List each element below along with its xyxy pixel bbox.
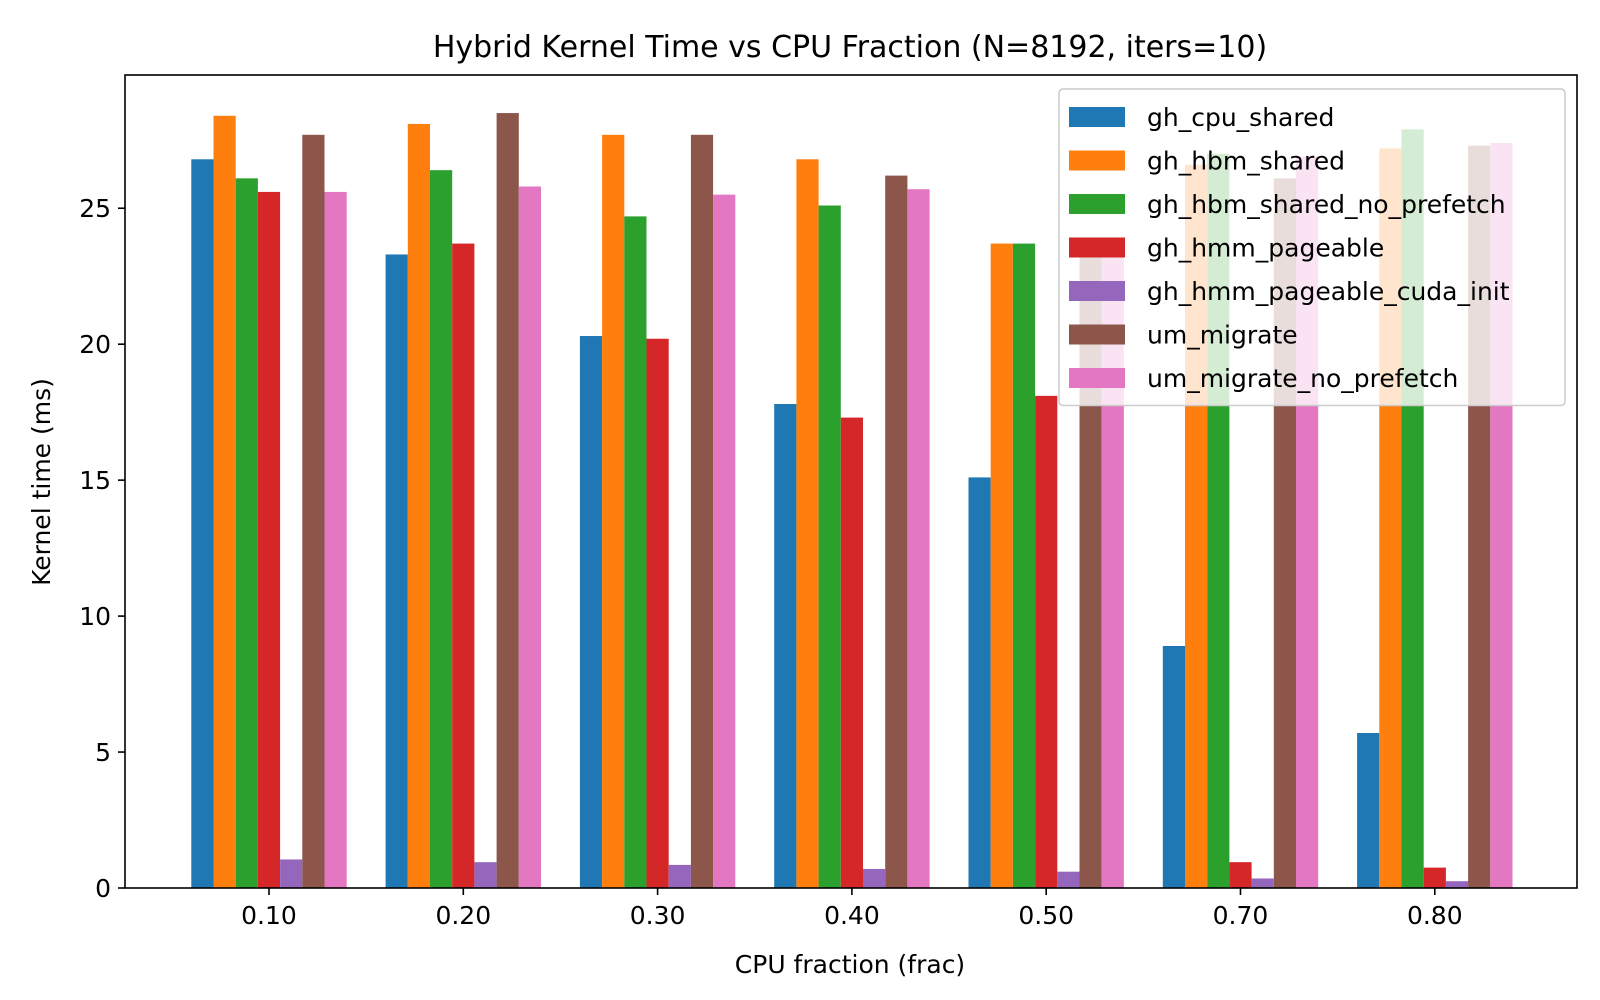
x-tick-label-0.20: 0.20	[435, 901, 491, 930]
x-tick-label-0.10: 0.10	[241, 901, 297, 930]
y-tick-label-15: 15	[79, 466, 111, 495]
y-axis-label: Kernel time (ms)	[27, 378, 56, 586]
bar-um_migrate_no_prefetch-0.20	[518, 186, 541, 889]
legend-label-gh_hbm_shared_no_prefetch: gh_hbm_shared_no_prefetch	[1147, 190, 1506, 219]
legend-box	[1058, 88, 1566, 407]
axes: 0.10 0.20 0.30 0.40 0.50 0.70 0.80 0 5 10 15 20 25	[79, 74, 1578, 930]
bar-gh_hbm_shared_no_prefetch-0.10	[235, 178, 258, 889]
bar-gh_hmm_pageable-0.40	[840, 417, 863, 888]
bar-gh_hmm_pageable-0.10	[257, 191, 281, 888]
y-tick-label-0: 0	[95, 874, 111, 903]
chart-title: Hybrid Kernel Time vs CPU Fraction (N=81…	[433, 30, 1267, 65]
bar-gh_hmm_pageable-0.30	[646, 338, 669, 889]
bar-gh_cpu_shared-0.70	[1162, 646, 1185, 888]
y-tick-label-5: 5	[95, 738, 111, 767]
bar-gh_hmm_pageable-0.50	[1035, 395, 1058, 888]
x-tick-label-0.30: 0.30	[630, 901, 686, 930]
bar-gh_hmm_pageable_cuda_init-0.20	[474, 862, 497, 888]
bar-um_migrate-0.30	[690, 134, 714, 888]
x-tick-label-0.50: 0.50	[1018, 901, 1074, 930]
legend-label-um_migrate_no_prefetch: um_migrate_no_prefetch	[1147, 364, 1458, 393]
bar-gh_hmm_pageable-0.70	[1229, 862, 1252, 888]
bar-um_migrate_no_prefetch-0.30	[713, 194, 736, 888]
bar-um_migrate_no_prefetch-0.40	[907, 189, 930, 888]
x-tick-label-0.80: 0.80	[1407, 901, 1463, 930]
bar-gh_hbm_shared_no_prefetch-0.20	[430, 170, 453, 888]
bar-gh_cpu_shared-0.20	[385, 254, 408, 888]
bar-gh_hbm_shared_no_prefetch-0.50	[1012, 243, 1036, 889]
bar-gh_hbm_shared_no_prefetch-0.30	[624, 216, 647, 889]
legend-swatch-gh_cpu_shared	[1069, 107, 1125, 127]
legend-label-um_migrate: um_migrate	[1147, 321, 1298, 350]
bar-gh_cpu_shared-0.50	[968, 477, 991, 888]
legend-swatch-gh_hbm_shared	[1069, 150, 1125, 171]
x-axis-label: CPU fraction (frac)	[735, 950, 965, 979]
bar-gh_hbm_shared-0.30	[602, 134, 625, 888]
bar-gh_cpu_shared-0.30	[579, 336, 603, 888]
bar-gh_hbm_shared_no_prefetch-0.40	[818, 205, 841, 889]
y-tick-label-20: 20	[79, 330, 111, 359]
bar-um_migrate_no_prefetch-0.50	[1101, 249, 1124, 888]
axes-frame	[124, 74, 1578, 889]
x-tick-label-0.40: 0.40	[824, 901, 880, 930]
bar-gh_hmm_pageable-0.20	[452, 243, 475, 889]
legend-swatch-gh_hmm_pageable_cuda_init	[1069, 281, 1125, 301]
bar-gh_hmm_pageable_cuda_init-0.30	[668, 864, 691, 888]
bar-gh_hmm_pageable_cuda_init-0.40	[863, 868, 886, 888]
bar-um_migrate-0.40	[885, 175, 908, 888]
legend-swatch-gh_hbm_shared_no_prefetch	[1069, 194, 1125, 214]
bar-um_migrate-0.50	[1079, 257, 1102, 888]
bar-gh_hmm_pageable_cuda_init-0.80	[1445, 881, 1469, 888]
bar-gh_hmm_pageable_cuda_init-0.70	[1251, 878, 1274, 888]
bar-gh_cpu_shared-0.40	[774, 404, 797, 888]
bar-um_migrate_no_prefetch-0.10	[324, 191, 347, 888]
bar-gh_hbm_shared-0.20	[407, 123, 430, 889]
y-tick-label-25: 25	[79, 194, 111, 223]
legend-label-gh_cpu_shared: gh_cpu_shared	[1147, 103, 1334, 132]
legend-swatch-gh_hmm_pageable	[1069, 237, 1125, 258]
legend-swatch-um_migrate	[1069, 324, 1125, 345]
legend-label-gh_hbm_shared: gh_hbm_shared	[1147, 147, 1345, 176]
bar-gh_cpu_shared-0.10	[191, 159, 214, 889]
legend-label-gh_hmm_pageable: gh_hmm_pageable	[1147, 234, 1384, 263]
bar-gh_hbm_shared-0.50	[990, 243, 1013, 889]
bar-um_migrate-0.20	[496, 113, 519, 888]
bar-gh_cpu_shared-0.80	[1357, 733, 1380, 888]
bars	[191, 113, 1513, 889]
y-tick-label-10: 10	[79, 602, 111, 631]
bar-gh_hbm_shared-0.10	[213, 115, 236, 888]
bar-gh_hmm_pageable_cuda_init-0.10	[280, 859, 303, 888]
bar-gh_hbm_shared-0.40	[796, 159, 819, 889]
legend: gh_cpu_shared gh_hbm_shared gh_hbm_shared_…	[1058, 88, 1566, 407]
bar-um_migrate-0.10	[302, 134, 325, 888]
legend-swatch-um_migrate_no_prefetch	[1069, 368, 1125, 388]
bar-gh_hmm_pageable-0.80	[1423, 867, 1446, 888]
legend-label-gh_hmm_pageable_cuda_init: gh_hmm_pageable_cuda_init	[1147, 277, 1510, 306]
x-tick-label-0.70: 0.70	[1213, 901, 1269, 930]
bar-gh_hmm_pageable_cuda_init-0.50	[1057, 871, 1080, 888]
